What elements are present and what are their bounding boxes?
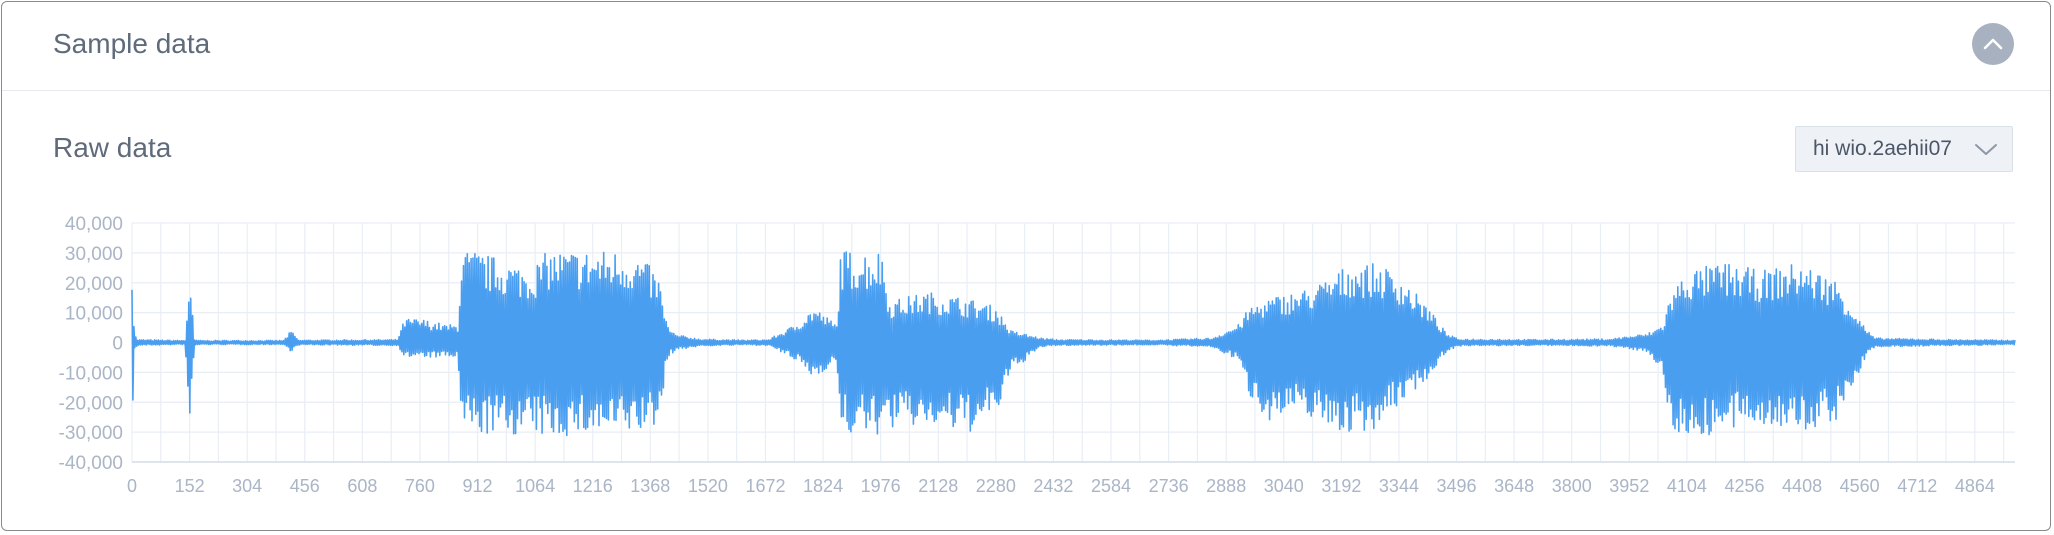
- sample-select[interactable]: hi wio.2aehii07: [1795, 126, 2013, 172]
- section-title: Raw data: [53, 132, 172, 163]
- x-tick-label: 1216: [573, 476, 613, 496]
- x-tick-label: 4864: [1955, 476, 1995, 496]
- x-tick-label: 3648: [1494, 476, 1534, 496]
- chart-plot-area: [131, 251, 2016, 437]
- x-tick-label: 3800: [1552, 476, 1592, 496]
- y-tick-label: 40,000: [65, 214, 123, 235]
- x-tick-label: 608: [347, 476, 377, 496]
- x-tick-label: 2432: [1033, 476, 1073, 496]
- signal-series-line: [131, 251, 2016, 437]
- x-tick-label: 1976: [861, 476, 901, 496]
- chevron-down-icon: [1975, 144, 1997, 155]
- y-tick-label: 0: [112, 334, 123, 355]
- x-tick-label: 4256: [1724, 476, 1764, 496]
- y-tick-label: -10,000: [59, 363, 123, 384]
- x-tick-label: 760: [405, 476, 435, 496]
- x-tick-label: 3192: [1321, 476, 1361, 496]
- x-tick-label: 0: [127, 476, 137, 496]
- x-tick-label: 2280: [976, 476, 1016, 496]
- x-tick-label: 4104: [1667, 476, 1707, 496]
- x-tick-label: 1064: [515, 476, 555, 496]
- card-title: Sample data: [53, 28, 211, 59]
- x-tick-label: 3952: [1609, 476, 1649, 496]
- raw-data-chart: 40,000 30,000 20,000 10,000 0 -10,000 -20,000 -…: [59, 214, 2016, 496]
- x-tick-label: 152: [175, 476, 205, 496]
- x-tick-label: 2128: [918, 476, 958, 496]
- y-tick-label: -40,000: [59, 453, 123, 474]
- y-tick-label: 10,000: [65, 304, 123, 325]
- x-tick-label: 2888: [1206, 476, 1246, 496]
- y-tick-label: 30,000: [65, 244, 123, 265]
- x-tick-label: 4560: [1840, 476, 1880, 496]
- x-tick-label: 4712: [1897, 476, 1937, 496]
- sample-select-value: hi wio.2aehii07: [1813, 137, 1952, 160]
- collapse-button[interactable]: [1972, 23, 2014, 65]
- x-tick-label: 304: [232, 476, 262, 496]
- x-tick-label: 1520: [688, 476, 728, 496]
- x-tick-label: 1672: [745, 476, 785, 496]
- x-tick-label: 2584: [1091, 476, 1131, 496]
- chart-axes: 40,000 30,000 20,000 10,000 0 -10,000 -20,000 -…: [59, 214, 2015, 496]
- y-tick-label: 20,000: [65, 274, 123, 295]
- x-tick-label: 3496: [1437, 476, 1477, 496]
- y-tick-label: -30,000: [59, 423, 123, 444]
- card-header: Sample data: [2, 2, 2050, 91]
- x-tick-label: 3040: [1264, 476, 1304, 496]
- chevron-up-icon: [1983, 38, 2003, 50]
- x-tick-label: 456: [290, 476, 320, 496]
- x-tick-label: 1824: [803, 476, 843, 496]
- x-tick-label: 4408: [1782, 476, 1822, 496]
- x-tick-label: 1368: [630, 476, 670, 496]
- x-tick-label: 3344: [1379, 476, 1419, 496]
- x-tick-label: 912: [463, 476, 493, 496]
- x-tick-label: 2736: [1149, 476, 1189, 496]
- y-tick-label: -20,000: [59, 393, 123, 414]
